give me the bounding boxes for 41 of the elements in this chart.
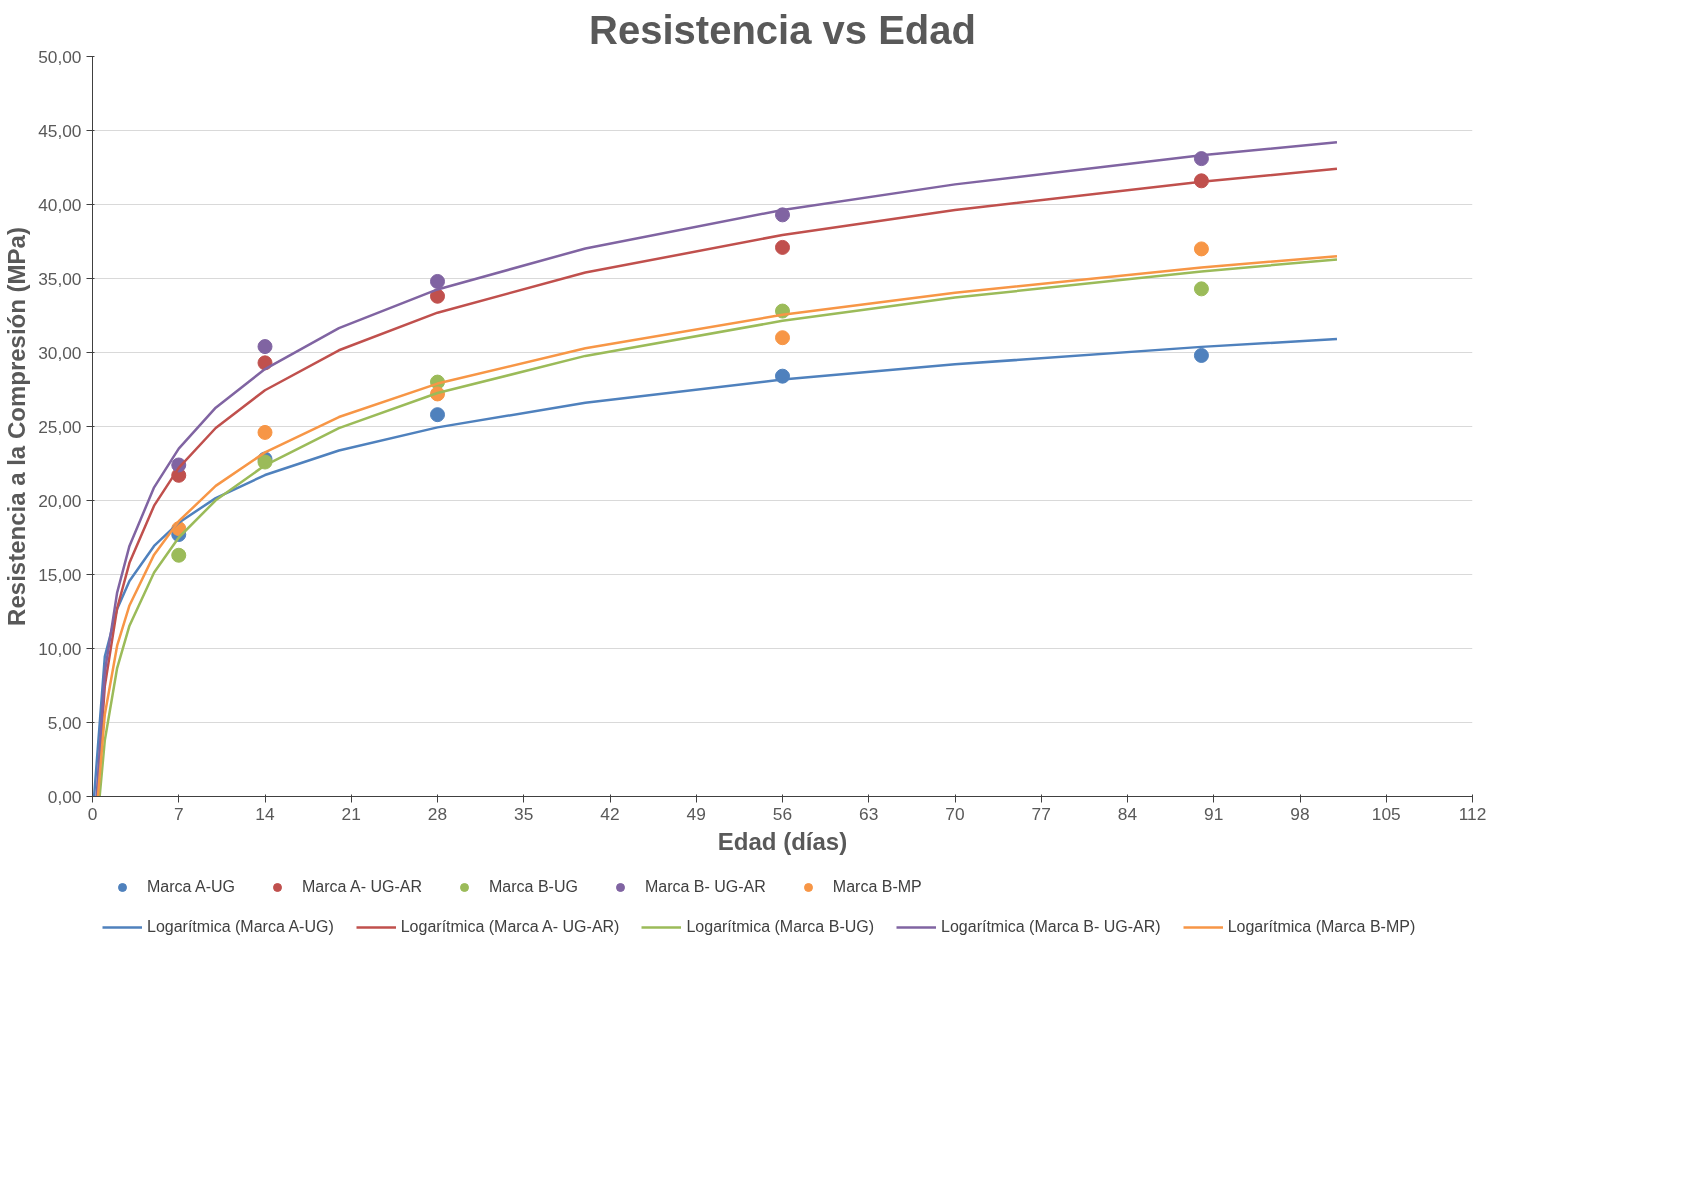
y-tick-label: 5,00 — [47, 712, 82, 733]
x-axis-title: Edad (días) — [717, 827, 848, 855]
x-tick-label: 56 — [772, 803, 793, 824]
legend-label: Marca A-UG — [147, 878, 236, 896]
y-tick-label: 50,00 — [38, 46, 82, 67]
legend-label: Logarítmica (Marca A- UG-AR) — [400, 918, 620, 936]
y-axis-title: Resistencia a la Compresión (MPa) — [3, 227, 31, 626]
legend-label: Marca B-UG — [489, 878, 578, 896]
x-tick-label: 105 — [1371, 803, 1401, 824]
x-tick-label: 49 — [686, 803, 706, 824]
x-tick-label: 42 — [600, 803, 620, 824]
y-tick-label: 30,00 — [38, 342, 82, 363]
y-tick-label: 15,00 — [38, 564, 82, 585]
chart-title: Resistencia vs Edad — [589, 7, 976, 52]
x-tick-label: 28 — [427, 803, 448, 824]
legend-label: Logarítmica (Marca B- UG-AR) — [941, 918, 1161, 936]
y-tick-label: 10,00 — [38, 638, 82, 659]
legend-label: Marca B-MP — [832, 878, 922, 896]
y-tick-label: 0,00 — [47, 786, 82, 807]
y-tick-label: 25,00 — [38, 416, 82, 437]
x-tick-label: 21 — [341, 803, 361, 824]
x-tick-label: 0 — [87, 803, 98, 824]
y-tick-label: 40,00 — [38, 194, 82, 215]
legend-label: Logarítmica (Marca B-MP) — [1227, 918, 1416, 936]
x-tick-label: 7 — [173, 803, 184, 824]
x-tick-label: 84 — [1117, 803, 1138, 824]
legend-label: Marca A- UG-AR — [302, 878, 423, 896]
legend-label: Logarítmica (Marca B-UG) — [686, 918, 875, 936]
y-tick-label: 20,00 — [38, 490, 82, 511]
legend-label: Marca B- UG-AR — [644, 878, 766, 896]
y-tick-label: 35,00 — [38, 268, 82, 289]
x-tick-label: 98 — [1290, 803, 1310, 824]
x-tick-label: 70 — [945, 803, 965, 824]
x-tick-label: 63 — [859, 803, 879, 824]
x-tick-label: 14 — [255, 803, 275, 824]
y-tick-label: 45,00 — [38, 120, 82, 141]
legend-label: Logarítmica (Marca A-UG) — [147, 918, 334, 936]
x-tick-label: 35 — [514, 803, 534, 824]
x-tick-label: 91 — [1204, 803, 1224, 824]
x-tick-label: 77 — [1031, 803, 1051, 824]
x-tick-label: 112 — [1458, 803, 1487, 824]
